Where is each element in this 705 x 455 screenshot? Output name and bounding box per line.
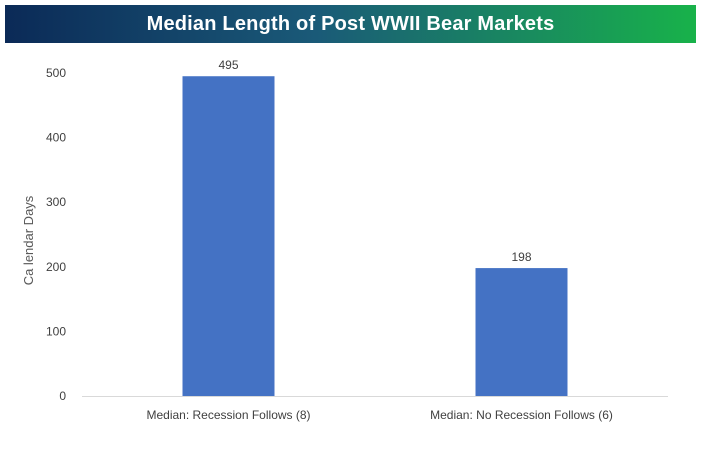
x-category-label: Median: No Recession Follows (6): [430, 408, 613, 422]
y-tick-label: 100: [46, 324, 66, 338]
bar-data-label: 198: [511, 250, 531, 264]
y-tick-label: 500: [46, 66, 66, 80]
y-axis-title: Ca lendar Days: [21, 195, 36, 285]
chart-title-banner: Median Length of Post WWII Bear Markets: [5, 5, 696, 43]
y-axis-ticks: 0 100 200 300 400 500: [46, 66, 66, 403]
x-category-label: Median: Recession Follows (8): [146, 408, 310, 422]
y-tick-label: 400: [46, 131, 66, 145]
bars-group: [182, 76, 568, 396]
category-labels-group: Median: Recession Follows (8) Median: No …: [146, 408, 612, 422]
y-tick-label: 0: [59, 389, 66, 403]
bar-data-label: 495: [218, 58, 238, 72]
y-tick-label: 200: [46, 260, 66, 274]
chart-title: Median Length of Post WWII Bear Markets: [146, 12, 555, 35]
bar: [182, 76, 275, 396]
bar: [475, 268, 568, 396]
y-tick-label: 300: [46, 195, 66, 209]
data-labels-group: 495 198: [218, 58, 531, 264]
